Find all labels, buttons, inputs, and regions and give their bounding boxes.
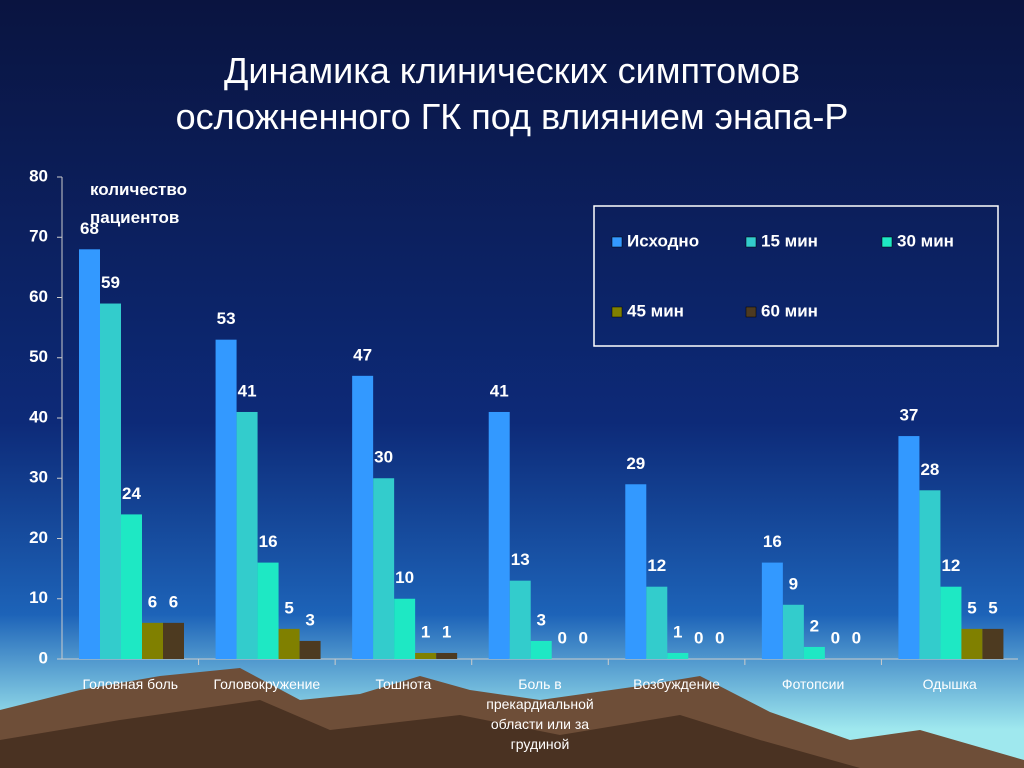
bar	[352, 375, 374, 659]
bar	[79, 249, 100, 660]
value-label: 30	[374, 448, 393, 467]
value-label: 5	[988, 598, 997, 617]
value-label: 53	[217, 309, 236, 328]
value-label: 6	[169, 592, 178, 611]
legend-label: 30 мин	[897, 231, 954, 250]
bar	[961, 628, 983, 659]
value-label: 0	[578, 628, 587, 647]
value-label: 12	[941, 556, 960, 575]
bar	[278, 628, 300, 659]
x-tick-label: Боль в прекардиальной области или за гру…	[486, 676, 594, 752]
chart-title: Динамика клинических симптомов осложненн…	[175, 50, 849, 137]
bar	[782, 604, 804, 659]
bar	[625, 484, 647, 659]
bar	[163, 622, 184, 659]
legend-label: 45 мин	[627, 301, 684, 320]
x-tick-label: Головокружение	[213, 676, 321, 692]
bar	[394, 598, 416, 659]
bar	[142, 622, 163, 659]
x-tick-label: Возбуждение	[633, 676, 720, 692]
bar	[236, 411, 258, 659]
value-label: 1	[442, 622, 451, 641]
value-label: 59	[101, 273, 120, 292]
value-label: 41	[490, 381, 509, 400]
value-label: 12	[647, 556, 666, 575]
y-tick-label: 40	[29, 407, 48, 426]
value-label: 3	[305, 610, 314, 629]
y-tick-label: 60	[29, 287, 48, 306]
x-tick-label: Тошнота	[375, 676, 432, 692]
value-label: 16	[763, 532, 782, 551]
value-label: 2	[810, 616, 819, 635]
bar	[919, 490, 941, 659]
value-label: 5	[967, 598, 976, 617]
bar	[982, 628, 1004, 659]
bar	[667, 652, 689, 659]
value-label: 1	[421, 622, 430, 641]
legend-swatch	[611, 306, 623, 318]
y-tick-label: 70	[29, 227, 48, 246]
x-tick-label: Фотопсии	[781, 676, 845, 692]
y-axis-label: количество пациентов	[90, 180, 187, 227]
bar	[121, 514, 142, 659]
bar	[803, 646, 825, 659]
legend-swatch	[745, 236, 757, 248]
bar	[373, 478, 395, 659]
bar	[530, 640, 552, 659]
bar	[940, 586, 962, 659]
x-tick-label: Головная боль	[82, 676, 179, 692]
mountain-shade	[0, 700, 860, 768]
value-label: 0	[557, 628, 566, 647]
bar	[761, 562, 783, 659]
y-tick-label: 20	[29, 528, 48, 547]
value-label: 0	[715, 628, 724, 647]
value-label: 5	[284, 598, 293, 617]
legend-label: 60 мин	[761, 301, 818, 320]
value-label: 3	[536, 610, 545, 629]
legend-swatch	[611, 236, 623, 248]
legend-box	[593, 205, 999, 347]
bar	[898, 436, 920, 659]
value-label: 0	[831, 628, 840, 647]
value-label: 9	[789, 574, 798, 593]
value-label: 0	[852, 628, 861, 647]
y-tick-label: 30	[29, 468, 48, 487]
y-tick-label: 80	[29, 166, 48, 185]
value-label: 0	[694, 628, 703, 647]
value-label: 13	[511, 550, 530, 569]
value-label: 16	[259, 532, 278, 551]
y-tick-label: 0	[39, 648, 48, 667]
bar	[488, 411, 510, 659]
value-label: 10	[395, 568, 414, 587]
value-label: 47	[353, 345, 372, 364]
legend-label: Исходно	[627, 231, 699, 250]
x-tick-label: Одышка	[922, 676, 977, 692]
bar	[215, 339, 237, 659]
bar	[415, 652, 437, 659]
legend-label: 15 мин	[761, 231, 818, 250]
value-label: 68	[80, 219, 99, 238]
bar	[299, 640, 321, 659]
bar	[509, 580, 531, 659]
bar	[257, 562, 279, 659]
bar	[100, 303, 121, 659]
y-tick-label: 50	[29, 347, 48, 366]
value-label: 29	[626, 454, 645, 473]
bar	[436, 652, 458, 659]
value-label: 1	[673, 622, 682, 641]
value-label: 6	[148, 592, 157, 611]
value-label: 41	[238, 381, 257, 400]
y-tick-label: 10	[29, 588, 48, 607]
value-label: 24	[122, 484, 141, 503]
value-label: 37	[899, 406, 918, 425]
legend-swatch	[881, 236, 893, 248]
legend-swatch	[745, 306, 757, 318]
value-label: 28	[920, 460, 939, 479]
bar	[646, 586, 668, 659]
